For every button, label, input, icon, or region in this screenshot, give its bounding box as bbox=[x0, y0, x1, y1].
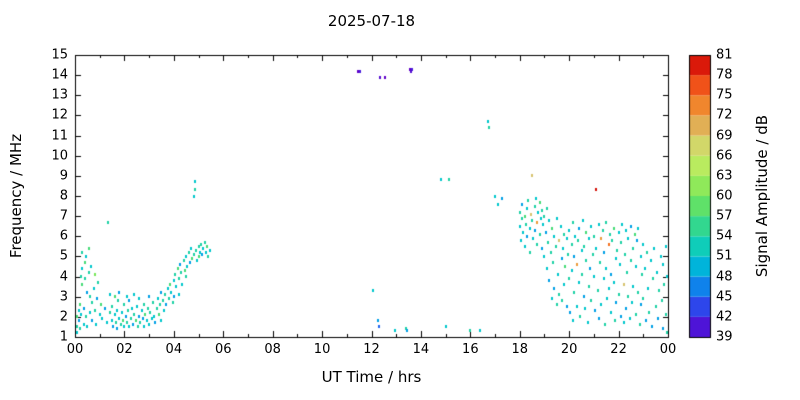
x-tick-label: 20 bbox=[560, 342, 578, 357]
x-tick-label: 06 bbox=[214, 342, 232, 357]
y-tick-label: 4 bbox=[59, 269, 68, 285]
colorbar-label: Signal Amplitude / dB bbox=[753, 114, 771, 278]
x-tick-label: 16 bbox=[462, 342, 479, 357]
colorbar-tick-label: 39 bbox=[716, 329, 733, 345]
y-tick-label: 3 bbox=[59, 289, 68, 305]
x-tick-label: 18 bbox=[511, 342, 529, 357]
y-tick-label: 10 bbox=[51, 148, 68, 164]
colorbar-tick-label: 72 bbox=[716, 107, 733, 123]
colorbar-tick-label: 54 bbox=[716, 228, 733, 244]
colorbar-tick-label: 78 bbox=[716, 67, 733, 83]
x-tick-label: 04 bbox=[165, 342, 183, 357]
x-tick-label: 10 bbox=[313, 342, 331, 357]
x-tick-label: 02 bbox=[116, 342, 133, 357]
y-tick-label: 8 bbox=[59, 188, 68, 204]
colorbar-tick-label: 51 bbox=[716, 248, 733, 264]
x-tick-label: 00 bbox=[659, 342, 677, 357]
x-axis-label: UT Time / hrs bbox=[321, 368, 422, 386]
chart-title: 2025-07-18 bbox=[327, 12, 416, 30]
y-tick-label: 14 bbox=[51, 67, 68, 83]
colorbar-tick-label: 81 bbox=[716, 47, 733, 63]
colorbar-tick-label: 69 bbox=[716, 128, 733, 144]
y-tick-label: 5 bbox=[59, 248, 68, 264]
colorbar-tick-label: 42 bbox=[716, 309, 733, 325]
y-tick-label: 1 bbox=[59, 329, 68, 345]
x-tick-label: 22 bbox=[610, 342, 627, 357]
colorbar-tick-label: 63 bbox=[716, 168, 733, 184]
colorbar-tick-label: 57 bbox=[716, 208, 733, 224]
x-tick-label: 08 bbox=[264, 342, 281, 357]
colorbar-tick-label: 45 bbox=[716, 289, 733, 305]
y-tick-label: 12 bbox=[51, 107, 68, 123]
y-tick-label: 2 bbox=[59, 309, 68, 325]
x-tick-label: 12 bbox=[363, 342, 380, 357]
y-tick-label: 9 bbox=[59, 168, 68, 184]
y-tick-label: 15 bbox=[51, 47, 68, 63]
x-tick-label: 00 bbox=[66, 342, 84, 357]
colorbar-tick-label: 48 bbox=[716, 269, 733, 285]
y-tick-label: 6 bbox=[59, 228, 68, 244]
y-tick-label: 11 bbox=[51, 128, 68, 144]
colorbar-tick-label: 60 bbox=[716, 188, 733, 204]
colorbar-tick-label: 66 bbox=[716, 148, 733, 164]
y-tick-label: 7 bbox=[59, 208, 68, 224]
x-tick-label: 14 bbox=[412, 342, 430, 357]
colorbar-tick-label: 75 bbox=[716, 87, 733, 103]
y-axis-label: Frequency / MHz bbox=[7, 133, 25, 259]
y-tick-label: 13 bbox=[51, 87, 68, 103]
